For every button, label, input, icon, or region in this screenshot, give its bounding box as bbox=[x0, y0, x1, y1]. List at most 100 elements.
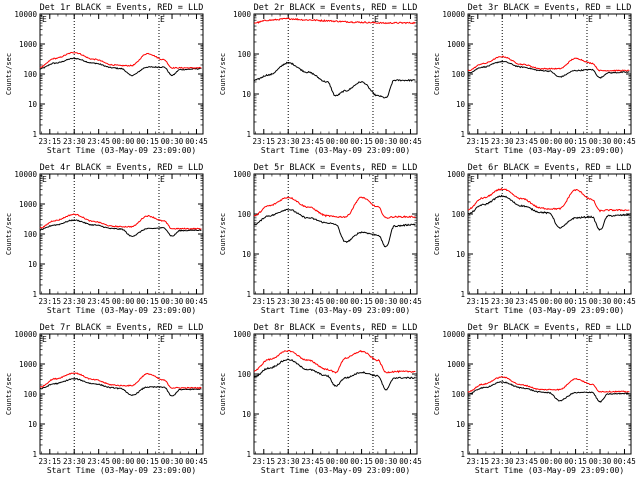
y-tick-label: 100 bbox=[451, 390, 465, 399]
y-tick-label: 1000 bbox=[233, 170, 252, 179]
chart-panel-3: Det 3r BLACK = Events, RED = LLD 1 10 100 10… bbox=[433, 3, 636, 155]
events-series-line bbox=[253, 208, 416, 248]
x-tick-label: 00:15 bbox=[350, 297, 373, 306]
events-series-line bbox=[253, 358, 416, 391]
chart-title: Det 1r BLACK = Events, RED = LLD bbox=[40, 3, 204, 13]
x-tick-label: 23:15 bbox=[466, 457, 489, 466]
x-tick-label: 00:45 bbox=[399, 297, 422, 306]
marker-label: E bbox=[588, 175, 593, 184]
y-tick-label: 1000 bbox=[447, 40, 466, 49]
y-tick-label: 10 bbox=[242, 410, 252, 419]
y-tick-label: 1000 bbox=[233, 10, 252, 19]
x-tick-label: 23:30 bbox=[491, 457, 514, 466]
events-series-line bbox=[467, 194, 630, 231]
x-axis-label: Start Time (03-May-09 23:09:00) bbox=[475, 146, 624, 155]
y-tick-label: 1 bbox=[32, 290, 37, 299]
x-tick-label: 00:15 bbox=[136, 297, 159, 306]
lld-series-line bbox=[467, 55, 630, 72]
x-axis-label: Start Time (03-May-09 23:09:00) bbox=[475, 466, 624, 475]
x-tick-label: 23:30 bbox=[63, 297, 86, 306]
x-tick-label: 00:45 bbox=[185, 297, 208, 306]
lld-series-line bbox=[254, 17, 416, 25]
y-tick-label: 10000 bbox=[442, 330, 465, 339]
x-axis-label: Start Time (03-May-09 23:09:00) bbox=[47, 146, 196, 155]
events-series-line bbox=[467, 60, 630, 79]
lld-series-line bbox=[253, 349, 416, 374]
y-tick-label: 1000 bbox=[233, 330, 252, 339]
x-tick-label: 23:15 bbox=[466, 137, 489, 146]
lld-series-line bbox=[39, 372, 202, 390]
chart-title: Det 8r BLACK = Events, RED = LLD bbox=[254, 323, 418, 333]
y-tick-label: 10000 bbox=[14, 330, 37, 339]
y-tick-label: 10 bbox=[242, 90, 252, 99]
x-tick-label: 00:30 bbox=[375, 457, 398, 466]
x-tick-label: 23:45 bbox=[515, 137, 538, 146]
x-tick-label: 00:45 bbox=[185, 137, 208, 146]
events-series-line bbox=[253, 61, 416, 99]
y-tick-label: 100 bbox=[451, 210, 465, 219]
x-tick-label: 23:45 bbox=[515, 297, 538, 306]
y-axis-label: Counts/sec bbox=[219, 213, 227, 255]
x-tick-label: 00:15 bbox=[564, 297, 587, 306]
x-tick-label: 23:15 bbox=[252, 137, 275, 146]
corner-label: E bbox=[42, 335, 47, 344]
y-axis-label: Counts/sec bbox=[5, 213, 13, 255]
x-tick-label: 00:30 bbox=[161, 457, 184, 466]
x-tick-label: 00:15 bbox=[350, 457, 373, 466]
x-tick-label: 23:45 bbox=[301, 297, 324, 306]
chart-panel-6: Det 6r BLACK = Events, RED = LLD 1 10 100 10… bbox=[433, 163, 636, 315]
x-tick-label: 23:45 bbox=[301, 457, 324, 466]
x-tick-label: 23:30 bbox=[491, 297, 514, 306]
plot-frame bbox=[253, 13, 418, 135]
x-axis-label: Start Time (03-May-09 23:09:00) bbox=[47, 466, 196, 475]
y-tick-label: 1 bbox=[32, 450, 37, 459]
lld-series-line bbox=[39, 213, 202, 230]
x-tick-label: 00:30 bbox=[375, 297, 398, 306]
corner-label: E bbox=[470, 175, 475, 184]
y-tick-label: 100 bbox=[23, 230, 37, 239]
x-tick-label: 23:30 bbox=[491, 137, 514, 146]
marker-label: E bbox=[160, 175, 165, 184]
y-tick-label: 10 bbox=[28, 100, 38, 109]
corner-label: E bbox=[42, 175, 47, 184]
lld-series-line bbox=[253, 196, 416, 219]
plot-frame bbox=[253, 173, 418, 295]
x-tick-label: 00:30 bbox=[161, 137, 184, 146]
x-tick-label: 00:00 bbox=[326, 457, 349, 466]
y-tick-label: 1000 bbox=[19, 40, 38, 49]
plot-frame bbox=[39, 13, 204, 135]
x-tick-label: 23:15 bbox=[252, 457, 275, 466]
x-tick-label: 00:00 bbox=[112, 457, 135, 466]
x-tick-label: 23:45 bbox=[515, 457, 538, 466]
x-tick-label: 23:15 bbox=[252, 297, 275, 306]
plot-frame bbox=[39, 333, 204, 455]
y-tick-label: 1000 bbox=[19, 200, 38, 209]
y-tick-label: 1 bbox=[246, 450, 251, 459]
y-tick-label: 10000 bbox=[442, 10, 465, 19]
x-axis-label: Start Time (03-May-09 23:09:00) bbox=[261, 146, 410, 155]
chart-panel-9: Det 9r BLACK = Events, RED = LLD 1 10 100 10… bbox=[433, 323, 636, 475]
x-tick-label: 00:45 bbox=[399, 137, 422, 146]
y-tick-label: 1 bbox=[32, 130, 37, 139]
corner-label: E bbox=[42, 15, 47, 24]
y-axis-label: Counts/sec bbox=[433, 373, 441, 415]
y-tick-label: 1 bbox=[246, 130, 251, 139]
marker-label: E bbox=[160, 335, 165, 344]
chart-title: Det 7r BLACK = Events, RED = LLD bbox=[40, 323, 204, 333]
x-tick-label: 23:45 bbox=[87, 137, 110, 146]
x-axis-label: Start Time (03-May-09 23:09:00) bbox=[47, 306, 196, 315]
x-tick-label: 00:15 bbox=[564, 457, 587, 466]
y-tick-label: 1 bbox=[460, 450, 465, 459]
chart-title: Det 4r BLACK = Events, RED = LLD bbox=[40, 163, 204, 173]
marker-label: E bbox=[374, 175, 379, 184]
x-tick-label: 00:15 bbox=[136, 457, 159, 466]
x-tick-label: 00:00 bbox=[326, 137, 349, 146]
y-tick-label: 1000 bbox=[19, 360, 38, 369]
y-tick-label: 10000 bbox=[14, 170, 37, 179]
x-tick-label: 00:00 bbox=[540, 457, 563, 466]
plot-frame bbox=[253, 333, 418, 455]
x-tick-label: 00:45 bbox=[613, 137, 636, 146]
chart-panel-2: Det 2r BLACK = Events, RED = LLD 1 10 100 10… bbox=[219, 3, 422, 155]
chart-panel-4: Det 4r BLACK = Events, RED = LLD 1 10 100 10… bbox=[5, 163, 208, 315]
events-series-line bbox=[39, 57, 202, 77]
